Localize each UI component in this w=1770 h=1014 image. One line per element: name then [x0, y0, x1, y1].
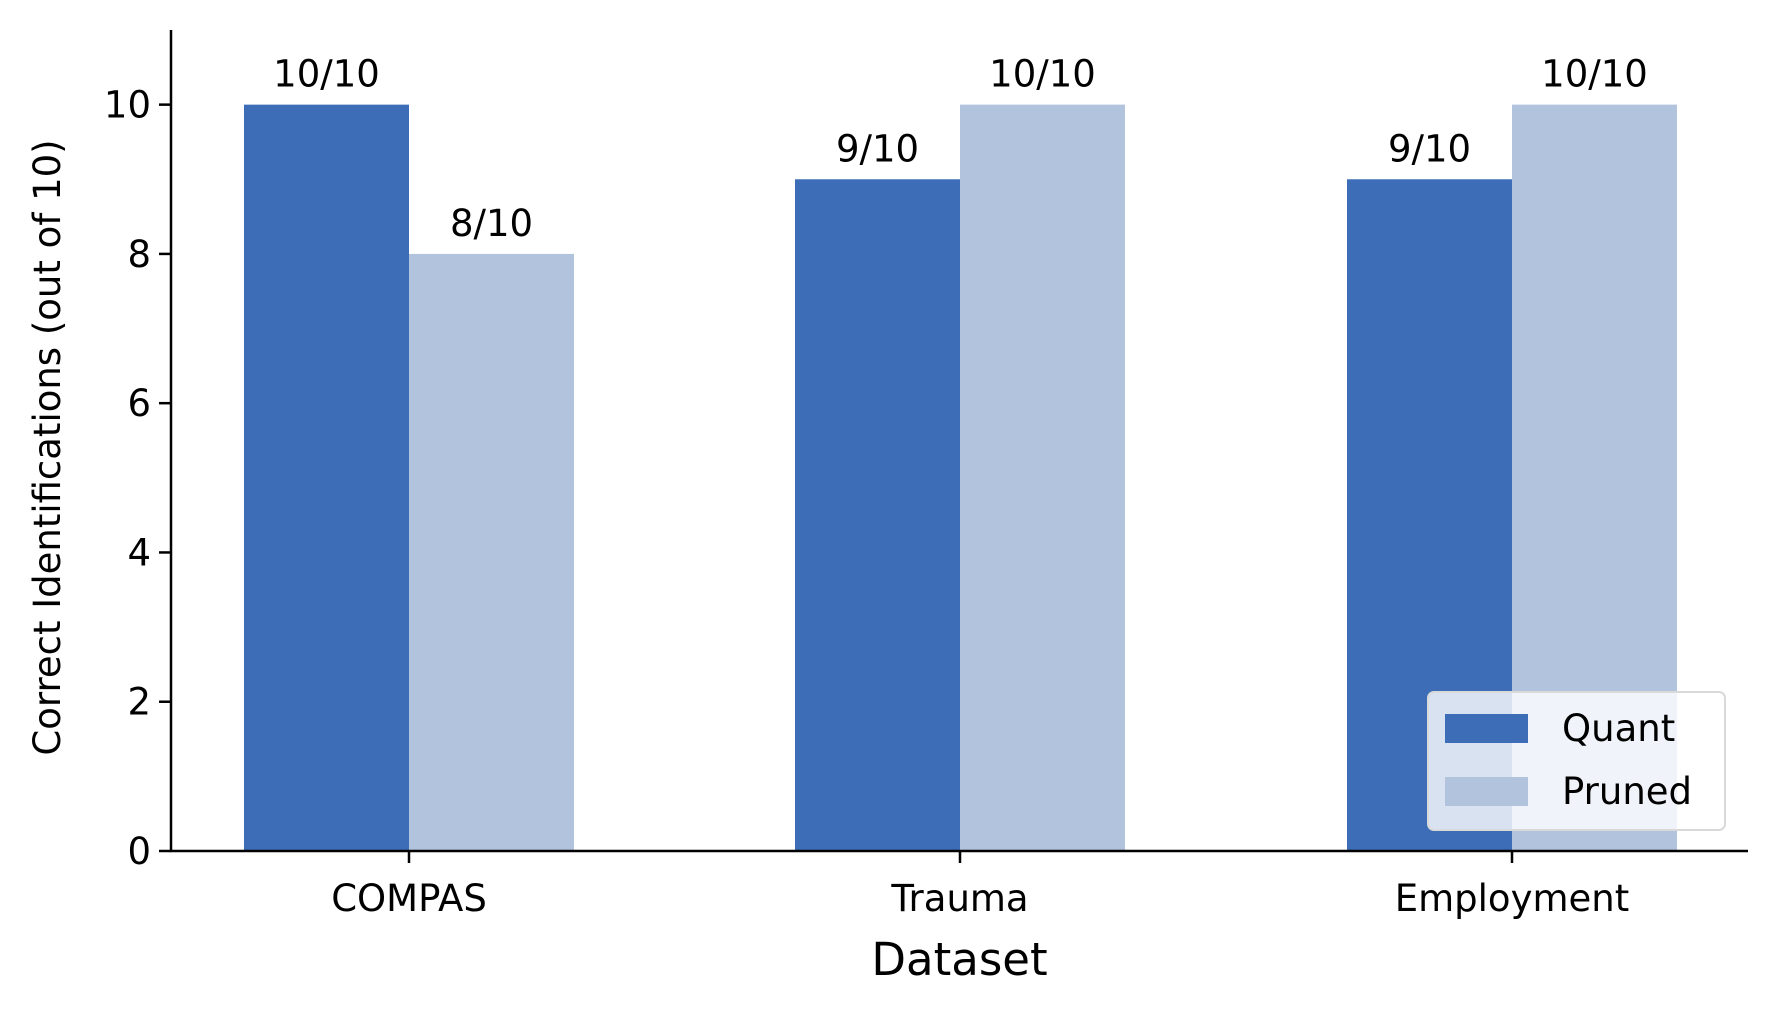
x-tick-label: Employment — [1395, 877, 1629, 920]
bar-quant-compas — [244, 104, 409, 852]
legend-label-pruned: Pruned — [1562, 770, 1692, 813]
bar-pruned-trauma — [960, 104, 1125, 852]
x-tick-label: Trauma — [890, 877, 1028, 920]
y-tick-label: 8 — [127, 233, 151, 276]
y-tick-label: 0 — [127, 830, 151, 873]
data-label: 10/10 — [989, 53, 1096, 96]
legend: Quant Pruned — [1427, 691, 1726, 831]
y-tick-label: 4 — [127, 531, 151, 574]
data-label: 9/10 — [1388, 127, 1471, 170]
y-axis-title: Correct Identifications (out of 10) — [26, 139, 69, 755]
bar-pruned-compas — [409, 253, 574, 852]
axes-layer: 0 2 4 6 8 10 COMPAS Trauma Employment — [104, 30, 1748, 920]
data-label: 10/10 — [273, 53, 380, 96]
legend-swatch-pruned — [1445, 777, 1528, 806]
x-tick-label: COMPAS — [331, 877, 487, 920]
legend-label-quant: Quant — [1562, 707, 1675, 750]
data-labels-layer: 10/10 8/10 9/10 10/10 9/10 10/10 — [273, 53, 1648, 245]
x-axis-title: Dataset — [871, 933, 1047, 986]
bar-quant-trauma — [795, 179, 960, 852]
legend-swatch-quant — [1445, 714, 1528, 743]
data-label: 10/10 — [1541, 53, 1648, 96]
y-tick-label: 6 — [127, 382, 151, 425]
y-tick-label: 10 — [104, 84, 151, 127]
data-label: 8/10 — [450, 202, 533, 245]
y-tick-label: 2 — [127, 681, 151, 724]
data-label: 9/10 — [836, 127, 919, 170]
